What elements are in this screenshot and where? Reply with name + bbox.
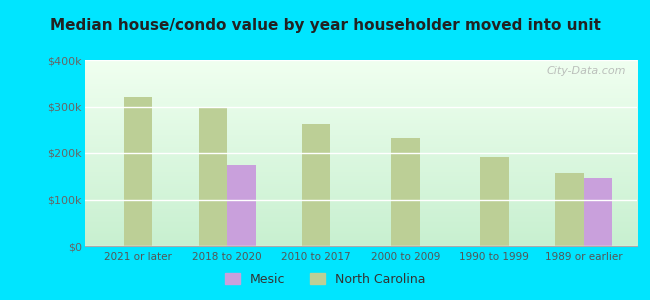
Text: City-Data.com: City-Data.com [547, 66, 626, 76]
Bar [124, 97, 152, 246]
Legend: Mesic, North Carolina: Mesic, North Carolina [220, 268, 430, 291]
Text: Median house/condo value by year householder moved into unit: Median house/condo value by year househo… [49, 18, 601, 33]
Bar [198, 108, 227, 246]
Bar [227, 165, 255, 246]
Bar [555, 172, 584, 246]
Bar [480, 157, 509, 246]
Bar [391, 138, 419, 246]
Bar [584, 178, 612, 246]
Bar [302, 124, 330, 246]
